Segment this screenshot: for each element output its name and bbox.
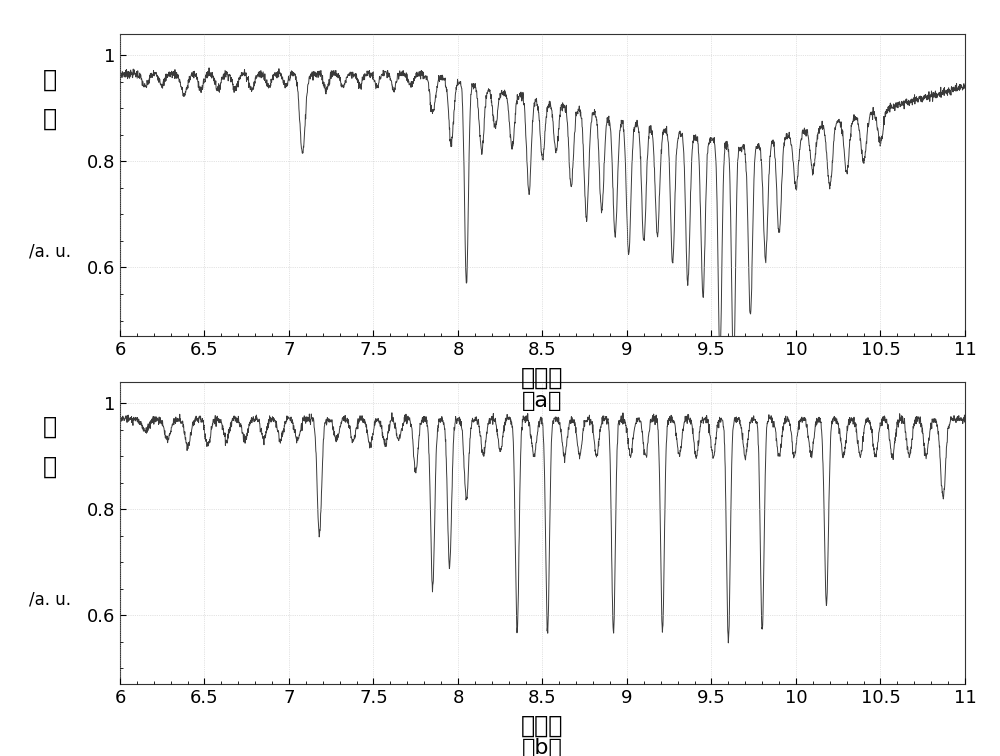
Text: 度: 度 <box>43 107 57 131</box>
Text: 强: 强 <box>43 415 57 439</box>
Text: /a. u.: /a. u. <box>29 243 71 261</box>
Text: 采样点: 采样点 <box>521 714 564 738</box>
Text: （a）: （a） <box>522 391 563 411</box>
Text: （b）: （b） <box>522 739 563 756</box>
Text: /a. u.: /a. u. <box>29 590 71 609</box>
Text: 强: 强 <box>43 67 57 91</box>
Text: 采样点: 采样点 <box>521 366 564 390</box>
Text: 度: 度 <box>43 454 57 479</box>
